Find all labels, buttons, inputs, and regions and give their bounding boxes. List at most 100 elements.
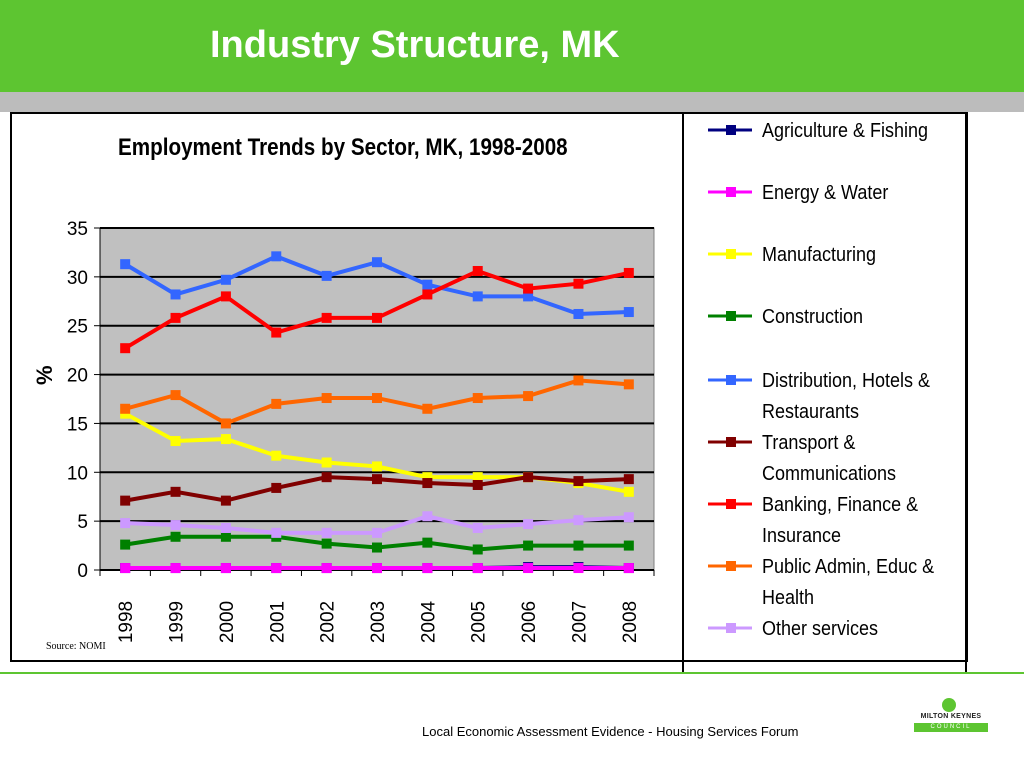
series-point	[271, 563, 282, 574]
series-point	[372, 393, 382, 404]
series-point	[321, 472, 332, 483]
series-point	[120, 518, 131, 529]
series-point	[422, 537, 433, 548]
series-point	[120, 539, 131, 550]
series-point	[321, 527, 332, 538]
source-note: Source: NOMI	[46, 641, 106, 652]
series-point	[170, 520, 181, 531]
legend-swatch-marker	[726, 561, 736, 571]
series-point	[573, 308, 584, 319]
series-point	[623, 540, 634, 551]
series-point	[523, 540, 534, 551]
legend-swatch	[708, 623, 752, 633]
series-point	[120, 259, 131, 270]
series-point	[321, 393, 332, 404]
y-tick-label: 20	[67, 366, 88, 387]
series-point	[372, 257, 382, 268]
legend-label: Public Admin, Educ & Health	[762, 556, 935, 609]
series-point	[523, 563, 534, 574]
legend-label: Other services	[762, 618, 879, 640]
series-point	[321, 457, 332, 468]
series-point	[170, 436, 181, 447]
legend-swatch	[708, 437, 752, 447]
series-point	[422, 403, 433, 414]
legend-swatch	[708, 375, 752, 385]
y-tick-label: 0	[77, 561, 88, 582]
series-point	[372, 474, 382, 485]
series-point	[472, 563, 483, 574]
series-point	[271, 327, 282, 338]
legend-label: Banking, Finance & Insurance	[762, 494, 919, 547]
x-tick-label: 2003	[368, 601, 389, 643]
series-point	[220, 531, 231, 542]
header-band	[0, 0, 1024, 92]
legend-swatch	[708, 311, 752, 321]
legend-swatch-marker	[726, 311, 736, 321]
series-point	[170, 531, 181, 542]
legend-label: Transport & Communications	[762, 432, 897, 485]
series-point	[271, 398, 282, 409]
series-point	[472, 479, 483, 490]
series-point	[573, 278, 584, 289]
series-point	[623, 267, 634, 278]
x-tick-label: 1998	[116, 601, 137, 643]
series-point	[623, 512, 634, 523]
series-point	[220, 522, 231, 533]
series-point	[472, 291, 483, 302]
slide-title: Industry Structure, MK	[210, 24, 620, 66]
series-point	[422, 279, 433, 290]
legend-divider	[682, 112, 684, 674]
x-tick-label: 1999	[167, 601, 188, 643]
series-point	[472, 472, 483, 483]
legend-swatch	[708, 125, 752, 135]
logo-name: MILTON KEYNES	[920, 713, 982, 720]
council-logo: MILTON KEYNES COUNCIL	[912, 698, 990, 736]
series-point	[271, 482, 282, 493]
series-point	[422, 511, 433, 522]
x-tick-label: 2008	[620, 601, 641, 643]
legend-label: Manufacturing	[762, 244, 877, 266]
series-point	[170, 289, 181, 300]
series-point	[120, 343, 131, 354]
series-point	[321, 270, 332, 281]
y-tick-label: 15	[67, 414, 88, 435]
x-tick-label: 2006	[519, 601, 540, 643]
series-point	[372, 563, 382, 574]
series-point	[623, 379, 634, 390]
legend-swatch-marker	[726, 187, 736, 197]
y-tick-label: 30	[67, 268, 88, 289]
legend-swatch	[708, 561, 752, 571]
y-tick-label: 25	[67, 317, 88, 338]
series-point	[623, 486, 634, 497]
series-point	[523, 291, 534, 302]
series-point	[220, 434, 231, 445]
legend-swatch	[708, 499, 752, 509]
series-point	[120, 495, 131, 506]
series-point	[623, 563, 634, 574]
series-point	[573, 375, 584, 386]
series-point	[170, 390, 181, 401]
series-point	[623, 307, 634, 318]
series-point	[170, 563, 181, 574]
legend-swatch-marker	[726, 499, 736, 509]
logo-sub: COUNCIL	[914, 723, 988, 732]
series-point	[271, 527, 282, 538]
series-point	[372, 527, 382, 538]
series-point	[220, 291, 231, 302]
legend-label: Construction	[762, 306, 864, 328]
x-tick-label: 2005	[469, 601, 490, 643]
x-tick-label: 2004	[418, 600, 439, 643]
logo-leaf-icon	[942, 698, 956, 712]
legend-swatch-marker	[726, 375, 736, 385]
series-point	[372, 312, 382, 323]
series-point	[472, 393, 483, 404]
series-point	[220, 274, 231, 285]
series-point	[422, 289, 433, 300]
x-tick-label: 2007	[569, 601, 590, 643]
chart-title: Employment Trends by Sector, MK, 1998-20…	[118, 134, 568, 161]
x-tick-label: 2002	[318, 601, 339, 643]
x-tick-label: 2000	[217, 601, 238, 643]
series-point	[321, 312, 332, 323]
footer-text: Local Economic Assessment Evidence - Hou…	[422, 724, 799, 739]
